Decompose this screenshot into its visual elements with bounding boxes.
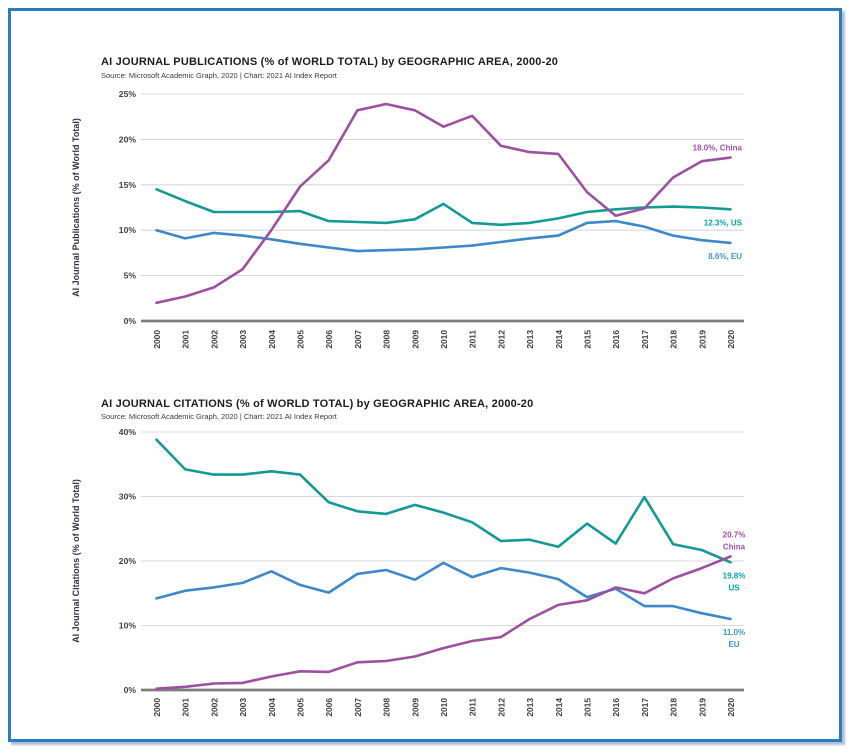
series-end-label-us: 12.3%, US bbox=[704, 218, 743, 227]
series-line-eu bbox=[155, 219, 732, 253]
publications-chart-source: Source: Microsoft Academic Graph, 2020 |… bbox=[101, 71, 337, 80]
y-tick-label: 20% bbox=[119, 556, 137, 566]
y-axis-title: AI Journal Publications (% of World Tota… bbox=[71, 118, 81, 297]
y-tick-label: 25% bbox=[119, 89, 137, 99]
x-tick-label: 2018 bbox=[669, 330, 679, 349]
x-tick-label: 2006 bbox=[324, 330, 334, 349]
x-tick-label: 2003 bbox=[238, 330, 248, 349]
x-tick-label: 2014 bbox=[554, 330, 564, 349]
x-tick-label: 2002 bbox=[209, 698, 219, 717]
y-tick-label: 15% bbox=[119, 180, 137, 190]
series-line-us bbox=[155, 188, 732, 227]
x-tick-label: 2005 bbox=[296, 330, 306, 349]
x-tick-label: 2019 bbox=[697, 330, 707, 349]
x-tick-label: 2009 bbox=[410, 698, 420, 717]
x-tick-label: 2001 bbox=[181, 698, 191, 717]
x-tick-label: 2010 bbox=[439, 698, 449, 717]
citations-line-chart: 0% 10% 20% 30% 40% AI Journal Citations (% of… bbox=[71, 427, 746, 717]
x-tick-label: 2012 bbox=[496, 330, 506, 349]
y-tick-label: 30% bbox=[119, 492, 137, 502]
series-line-us bbox=[155, 438, 732, 564]
x-tick-label: 2014 bbox=[554, 698, 564, 717]
y-tick-label: 0% bbox=[124, 685, 137, 695]
publications-chart-title: AI JOURNAL PUBLICATIONS (% of WORLD TOTA… bbox=[101, 56, 559, 68]
x-tick-label: 2004 bbox=[267, 698, 277, 717]
x-tick-label: 2001 bbox=[181, 330, 191, 349]
y-axis-title: AI Journal Citations (% of World Total) bbox=[71, 479, 81, 643]
x-tick-label: 2017 bbox=[640, 330, 650, 349]
y-tick-label: 5% bbox=[124, 271, 137, 281]
x-tick-label: 2012 bbox=[496, 698, 506, 717]
x-tick-label: 2004 bbox=[267, 330, 277, 349]
series-end-label-eu: 8.6%, EU bbox=[708, 252, 742, 261]
x-tick-label: 2005 bbox=[296, 698, 306, 717]
series-line-china bbox=[155, 102, 732, 305]
publications-line-chart: 0% 5% 10% 15% 20% 25% AI Journal Publications … bbox=[71, 89, 744, 349]
x-tick-label: 2008 bbox=[382, 698, 392, 717]
selection-border-frame: AI JOURNAL PUBLICATIONS (% of WORLD TOTA… bbox=[8, 8, 842, 742]
x-tick-label: 2011 bbox=[468, 330, 478, 349]
x-tick-label: 2017 bbox=[640, 698, 650, 717]
series-line-china bbox=[155, 555, 732, 691]
series-end-label-eu: EU bbox=[728, 640, 739, 649]
series-end-label-china: 20.7% bbox=[723, 530, 746, 539]
x-tick-label: 2020 bbox=[726, 698, 736, 717]
x-tick-label: 2002 bbox=[209, 330, 219, 349]
series-end-label-china: 18.0%, China bbox=[693, 144, 743, 153]
citations-chart-title: AI JOURNAL CITATIONS (% of WORLD TOTAL) … bbox=[101, 398, 534, 410]
x-tick-label: 2000 bbox=[152, 330, 162, 349]
x-tick-label: 2020 bbox=[726, 330, 736, 349]
series-end-label-us: US bbox=[728, 583, 740, 592]
x-tick-label: 2009 bbox=[410, 330, 420, 349]
x-tick-label: 2019 bbox=[697, 698, 707, 717]
x-tick-label: 2007 bbox=[353, 698, 363, 717]
series-end-label-eu: 11.0% bbox=[723, 628, 745, 637]
x-tick-label: 2016 bbox=[611, 698, 621, 717]
citations-chart-source: Source: Microsoft Academic Graph, 2020 |… bbox=[101, 412, 337, 421]
x-tick-label: 2018 bbox=[669, 698, 679, 717]
series-end-label-china: China bbox=[723, 542, 746, 551]
x-tick-label: 2013 bbox=[525, 330, 535, 349]
series-end-label-us: 19.8% bbox=[723, 571, 746, 580]
y-tick-label: 20% bbox=[119, 134, 137, 144]
x-tick-label: 2010 bbox=[439, 330, 449, 349]
x-tick-label: 2006 bbox=[324, 698, 334, 717]
x-tick-label: 2016 bbox=[611, 330, 621, 349]
x-tick-label: 2013 bbox=[525, 698, 535, 717]
x-tick-label: 2007 bbox=[353, 330, 363, 349]
x-tick-label: 2000 bbox=[152, 698, 162, 717]
x-tick-label: 2008 bbox=[382, 330, 392, 349]
y-tick-label: 10% bbox=[119, 621, 137, 631]
x-tick-label: 2011 bbox=[468, 698, 478, 717]
x-tick-label: 2003 bbox=[238, 698, 248, 717]
y-tick-label: 40% bbox=[119, 427, 137, 437]
series-line-eu bbox=[155, 561, 732, 621]
x-tick-label: 2015 bbox=[583, 698, 593, 717]
y-tick-label: 10% bbox=[119, 225, 137, 235]
x-tick-label: 2015 bbox=[583, 330, 593, 349]
y-tick-label: 0% bbox=[124, 316, 137, 326]
